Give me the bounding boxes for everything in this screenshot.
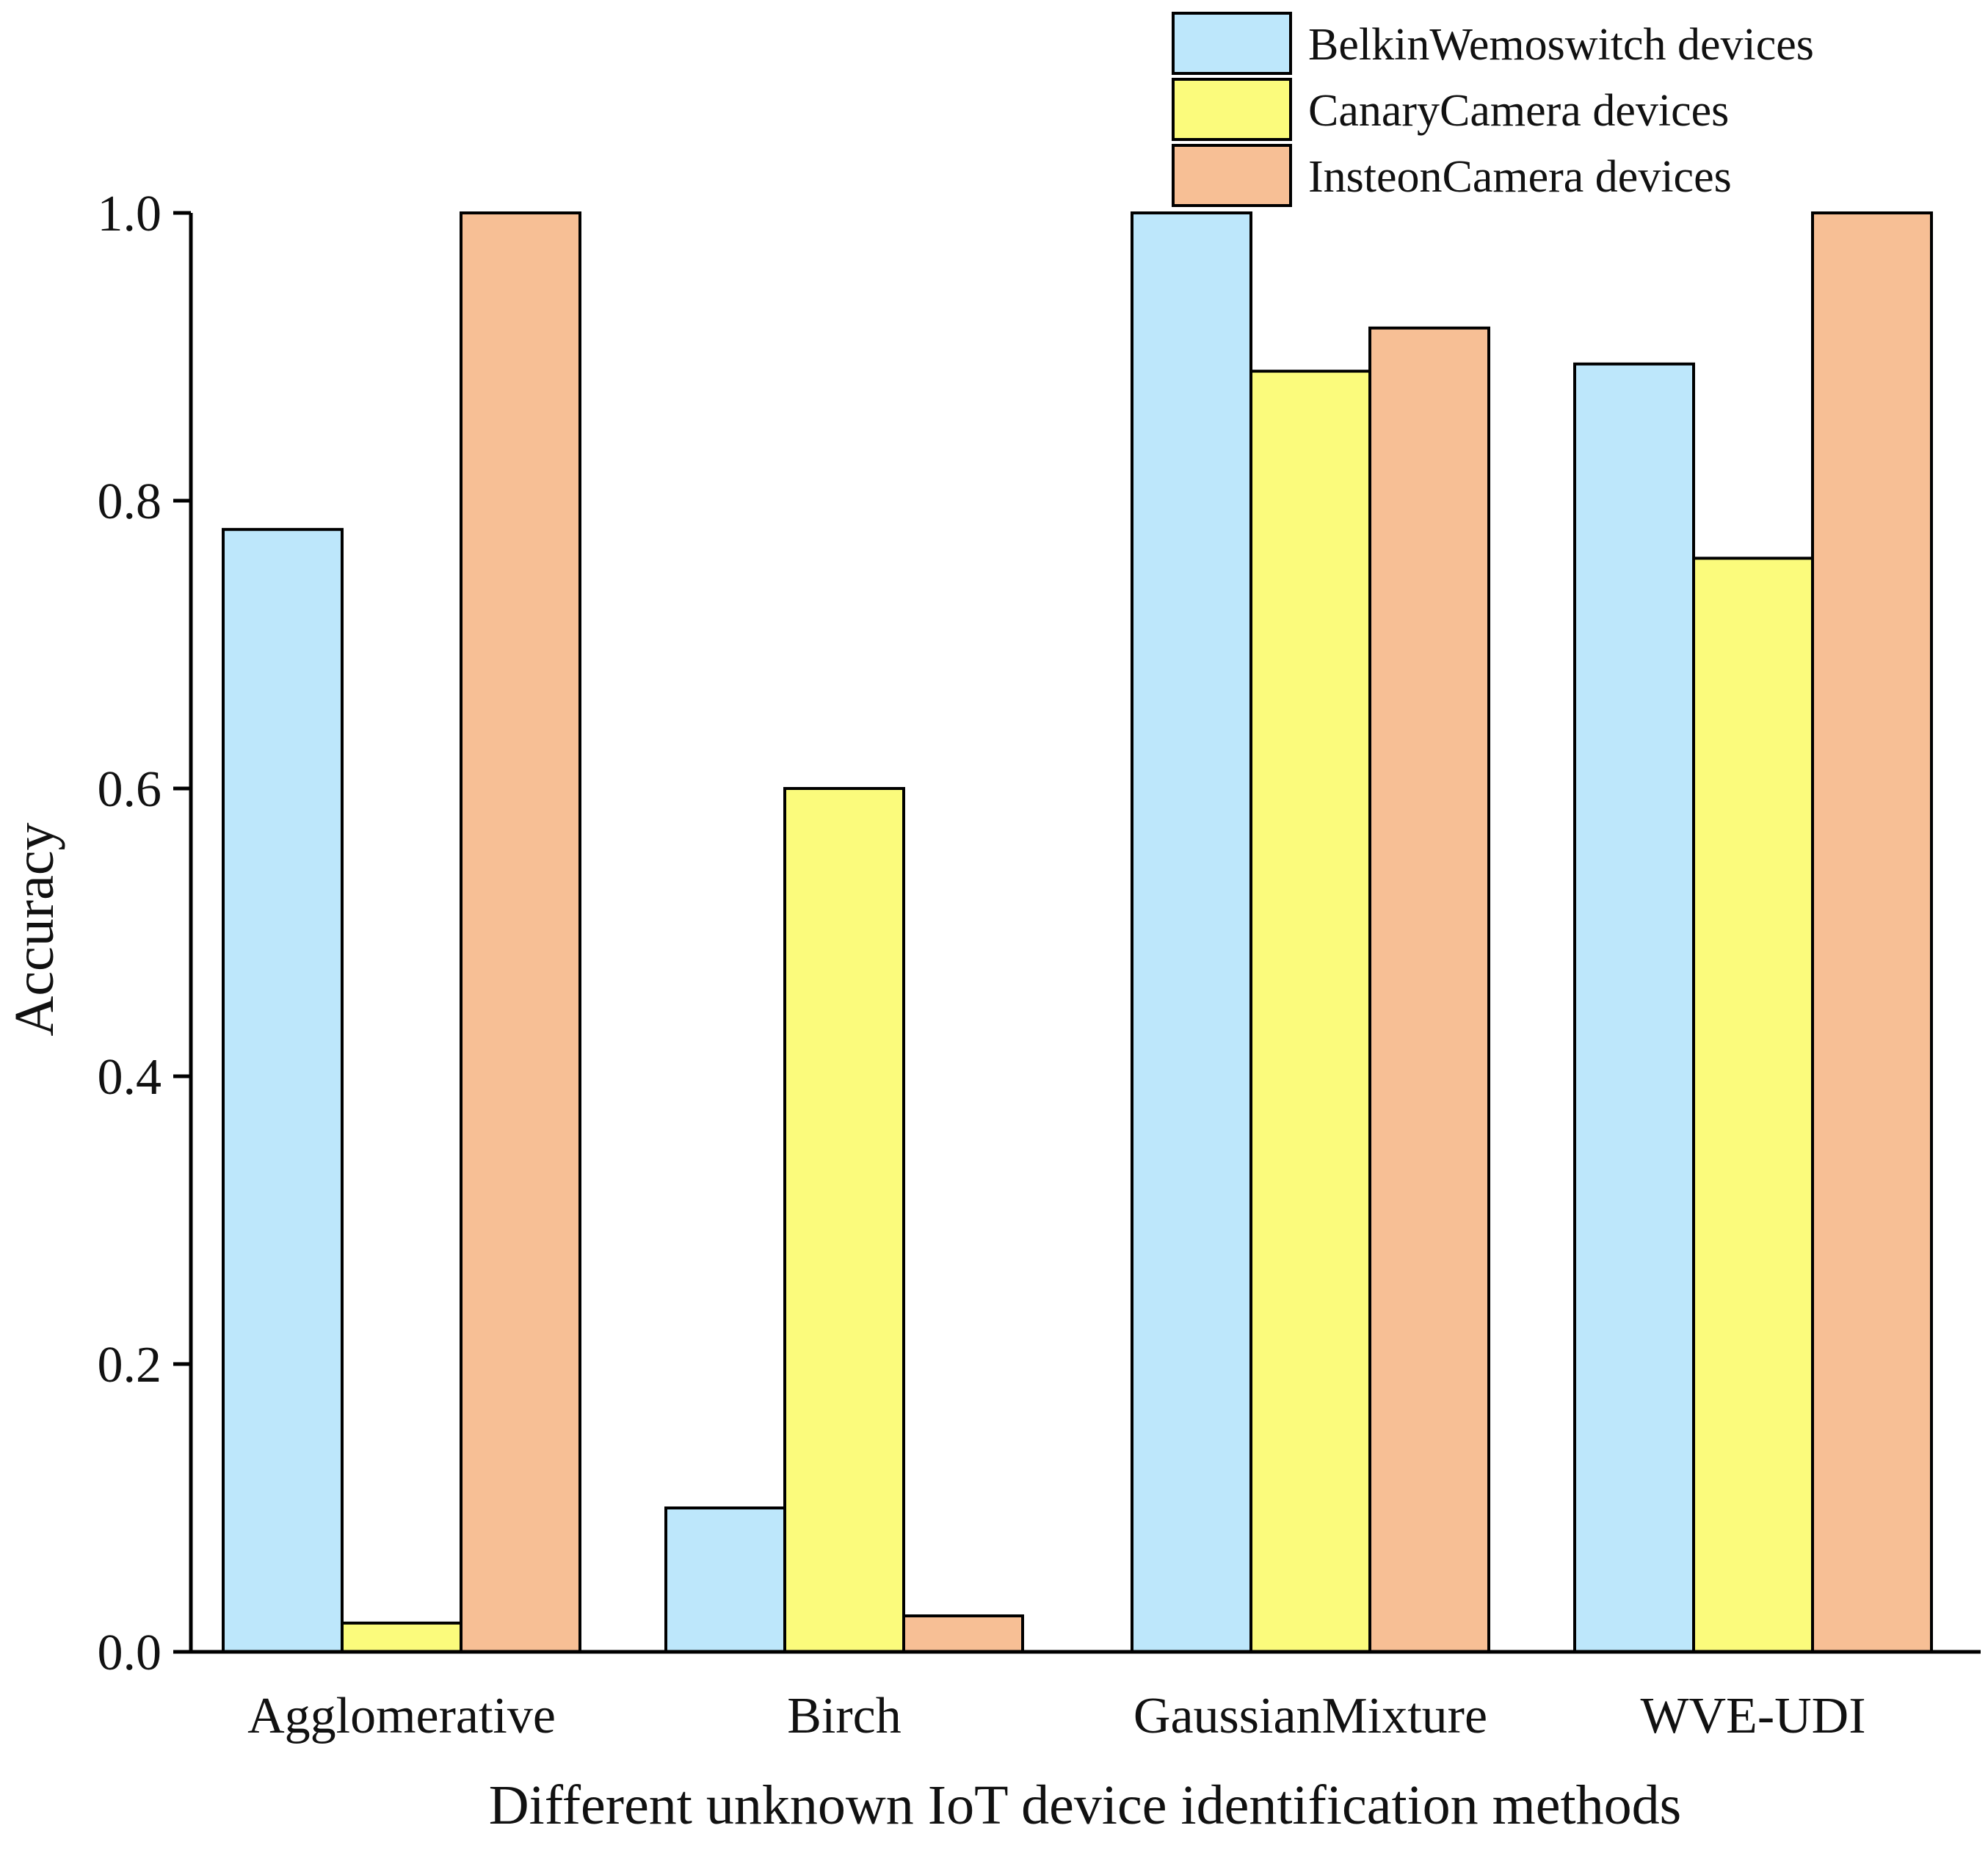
legend-swatch-2: [1172, 78, 1292, 141]
legend: BelkinWemoswitch devices CanaryCamera dev…: [1172, 12, 1814, 207]
legend-label-2: CanaryCamera devices: [1308, 86, 1729, 136]
bar-agglomerative-series-1: [222, 528, 344, 1654]
x-category-label: Agglomerative: [247, 1688, 556, 1744]
y-tick-label: 0.4: [98, 1049, 162, 1106]
bar-birch-series-3: [902, 1614, 1024, 1653]
y-tick-label: 0.0: [98, 1625, 162, 1681]
bar-gaussianmixture-series-2: [1249, 369, 1371, 1654]
x-category-label: WVE-UDI: [1640, 1688, 1865, 1744]
bar-wve-udi-series-1: [1573, 362, 1695, 1653]
y-tick-label: 0.6: [98, 761, 162, 818]
y-tick-label: 1.0: [98, 186, 162, 242]
x-category-label: Birch: [787, 1688, 902, 1744]
bar-birch-series-1: [664, 1506, 786, 1653]
bar-wve-udi-series-3: [1811, 211, 1933, 1653]
legend-swatch-3: [1172, 144, 1292, 207]
bar-gaussianmixture-series-1: [1131, 211, 1252, 1653]
bars-layer: [222, 211, 1933, 1654]
x-category-label: GaussianMixture: [1133, 1688, 1487, 1744]
bar-agglomerative-series-3: [460, 211, 581, 1653]
legend-label-3: InsteonCamera devices: [1308, 152, 1732, 202]
y-axis-label: Accuracy: [4, 822, 65, 1036]
bar-agglomerative-series-2: [341, 1621, 462, 1654]
bar-wve-udi-series-2: [1692, 556, 1814, 1653]
y-ticks: 0.0 0.2 0.4 0.6 0.8 1.0: [98, 186, 191, 1681]
legend-label-1: BelkinWemoswitch devices: [1308, 20, 1814, 70]
bar-gaussianmixture-series-3: [1368, 326, 1490, 1653]
x-axis-label: Different unknown IoT device identificat…: [489, 1774, 1681, 1836]
legend-swatch-1: [1172, 12, 1292, 75]
x-category-labels: Agglomerative Birch GaussianMixture WVE-UDI: [247, 1688, 1865, 1744]
y-tick-label: 0.8: [98, 474, 162, 530]
bar-birch-series-2: [783, 787, 905, 1653]
y-tick-label: 0.2: [98, 1337, 162, 1393]
